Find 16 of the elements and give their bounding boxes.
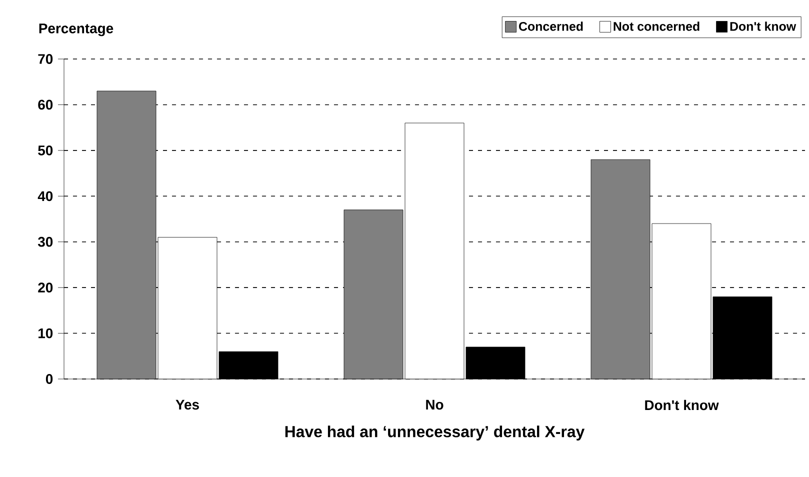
y-tick-label: 50 — [38, 145, 53, 156]
y-tick-label: 0 — [46, 374, 53, 384]
y-tick-label: 30 — [38, 236, 53, 247]
x-tick-label: Yes — [176, 400, 199, 410]
y-tick-label: 70 — [38, 54, 53, 64]
y-tick-label: 20 — [38, 282, 53, 293]
legend-label: Not concerned — [614, 22, 700, 31]
x-axis-title: Have had an ‘unnecessary’ dental X-ray — [285, 426, 585, 440]
y-tick-label: 40 — [38, 191, 53, 202]
legend-label: Don't know — [730, 22, 796, 31]
x-tick-label: No — [426, 400, 444, 410]
y-axis-title: Percentage — [39, 24, 114, 36]
y-tick-label: 60 — [38, 100, 53, 110]
y-tick-label: 10 — [38, 328, 53, 338]
x-tick-label: Don't know — [645, 400, 719, 410]
legend-label: Concerned — [519, 22, 583, 31]
